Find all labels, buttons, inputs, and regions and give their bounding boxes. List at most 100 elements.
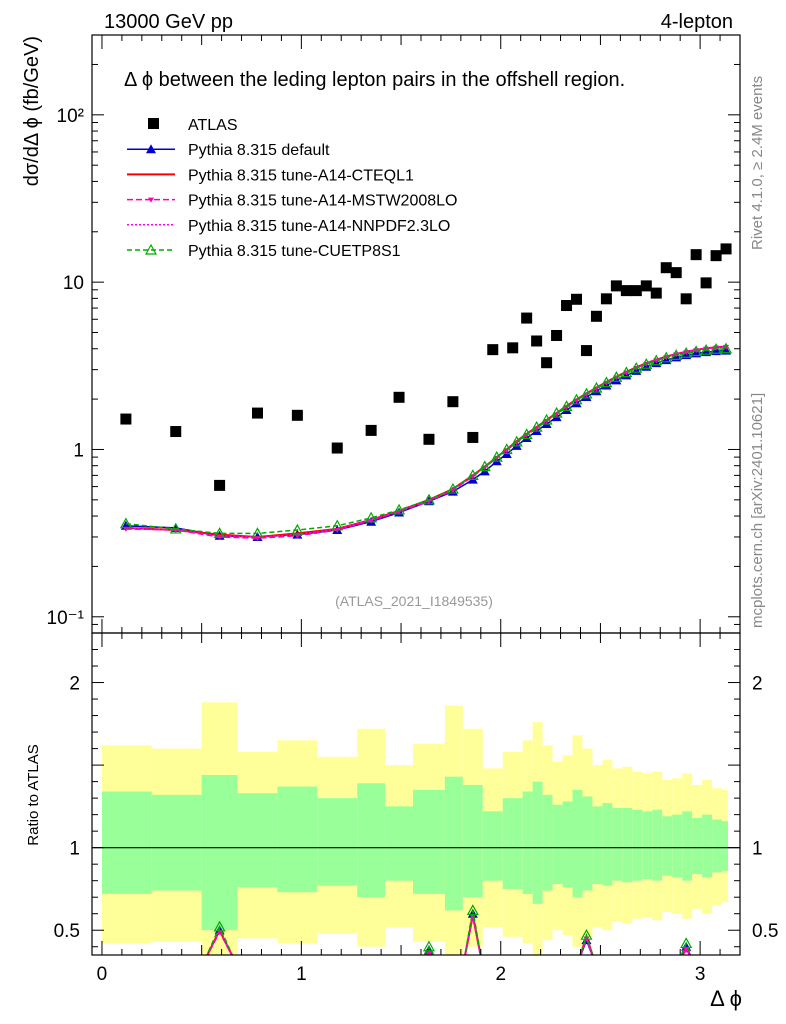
inner-band-bin — [522, 791, 533, 894]
atlas-data-point — [610, 280, 622, 292]
series-point-cuetp8s1 — [660, 351, 673, 363]
ratio-plot-frame — [91, 632, 741, 956]
series-point-cuetp8s1 — [490, 450, 503, 462]
atlas-data-point — [680, 293, 692, 305]
series-point-cuetp8s1 — [640, 358, 653, 369]
inner-band-bin — [552, 804, 563, 884]
series-point-cuetp8s1 — [600, 376, 613, 388]
ratio-point-cuetp8s1 — [213, 920, 226, 932]
series-point-cuetp8s1 — [119, 517, 132, 529]
atlas-data-point — [650, 287, 662, 299]
series-point-cuetp8s1 — [422, 493, 435, 505]
header-left-label: 13000 GeV pp — [104, 11, 233, 33]
atlas-data-point — [423, 433, 435, 445]
series-point-cuetp8s1 — [466, 469, 479, 480]
inner-band-bin — [682, 811, 693, 881]
header-right-label: 4-lepton — [661, 11, 733, 33]
atlas-data-point — [120, 413, 132, 425]
analysis-watermark: (ATLAS_2021_I1849535) — [335, 593, 493, 609]
atlas-data-point — [170, 426, 182, 438]
inner-band-bin — [201, 775, 238, 931]
legend-marker-cuetp8s1 — [144, 243, 158, 255]
atlas-data-point — [291, 409, 303, 421]
inner-band-bin — [385, 806, 414, 881]
series-point-mstw — [513, 440, 520, 446]
series-point-cuetp8s1 — [331, 519, 344, 531]
series-point-cuetp8s1 — [630, 361, 643, 373]
inner-band-bin — [317, 798, 358, 886]
inner-band-bin — [722, 821, 729, 871]
atlas-data-point — [521, 312, 533, 324]
ratio-tick-label-left: 0.5 — [54, 921, 80, 942]
inner-band-bin — [572, 789, 583, 898]
atlas-data-point — [531, 335, 543, 347]
series-point-cuetp8s1 — [580, 387, 593, 399]
inner-band-bin — [502, 798, 523, 889]
series-point-cuetp8s1 — [650, 354, 663, 366]
inner-band-bin — [482, 811, 503, 881]
legend-label-nnpdf: Pythia 8.315 tune-A14-NNPDF2.3LO — [188, 218, 450, 235]
y-tick-label: 10 — [63, 273, 84, 294]
mcplots-url-label: mcplots.cern.ch [arXiv:2401.10621] — [749, 393, 766, 628]
atlas-data-point — [710, 250, 722, 262]
inner-band-bin — [602, 803, 613, 886]
atlas-data-point — [720, 243, 732, 255]
series-point-cuetp8s1 — [560, 400, 573, 411]
series-point-cuetp8s1 — [690, 345, 703, 357]
series-point-cuetp8s1 — [720, 342, 733, 354]
y-tick-label: 10² — [57, 106, 84, 127]
x-axis-label: Δ ϕ — [710, 986, 742, 1011]
atlas-data-point — [571, 293, 583, 305]
series-point-cuetp8s1 — [550, 406, 563, 418]
inner-band-bin — [151, 794, 202, 891]
series-point-cuetp8s1 — [393, 503, 406, 515]
inner-band-bin — [692, 817, 703, 875]
ratio-point-cuetp8s1 — [580, 928, 593, 940]
ratio-point-cuetp8s1 — [466, 904, 479, 916]
legend-marker-default — [146, 144, 156, 154]
atlas-data-point — [214, 479, 226, 491]
series-point-cuetp8s1 — [365, 511, 378, 523]
inner-band-bin — [582, 796, 593, 891]
atlas-data-point — [700, 277, 712, 289]
series-point-cuetp8s1 — [169, 522, 182, 534]
legend-label-cteql1: Pythia 8.315 tune-A14-CTEQL1 — [188, 167, 414, 184]
ratio-line-cuetp8s1 — [206, 910, 692, 955]
atlas-data-point — [600, 293, 612, 305]
atlas-data-point — [630, 285, 642, 297]
series-point-cuetp8s1 — [530, 420, 543, 432]
main-y-axis-label: dσ/dΔ ϕ (fb/GeV) — [21, 36, 43, 186]
y-tick-label: 1 — [73, 440, 84, 461]
atlas-data-point — [541, 357, 553, 369]
inner-band-bin — [622, 808, 633, 883]
ratio-tick-label-left: 1 — [69, 839, 80, 860]
inner-band-bin — [592, 806, 603, 884]
atlas-data-point — [447, 396, 459, 408]
inner-band-bin — [562, 801, 573, 888]
series-point-cuetp8s1 — [520, 428, 533, 440]
series-point-cuetp8s1 — [446, 482, 459, 494]
ratio-point-mstw — [425, 951, 432, 955]
inner-band-bin — [542, 794, 553, 891]
ratio-point-cuetp8s1 — [422, 940, 435, 952]
ratio-curves — [206, 904, 693, 955]
legend-label-atlas: ATLAS — [188, 117, 238, 134]
series-point-cuetp8s1 — [610, 371, 623, 382]
inner-band-bin — [672, 814, 683, 878]
series-point-cuetp8s1 — [710, 343, 723, 354]
atlas-data-point — [487, 344, 499, 356]
x-tick-label: 2 — [495, 964, 506, 985]
series-point-cuetp8s1 — [590, 381, 603, 393]
ratio-uncertainty-bands — [92, 702, 740, 955]
ratio-point-cuetp8s1 — [680, 937, 693, 949]
series-point-mstw — [573, 398, 580, 404]
series-point-cuetp8s1 — [500, 443, 513, 455]
ratio-tick-label-left: 2 — [69, 674, 80, 695]
inner-band-bin — [357, 783, 386, 898]
series-point-cuetp8s1 — [540, 413, 553, 425]
atlas-data-point — [670, 267, 682, 279]
legend-label-cuetp8s1: Pythia 8.315 tune-CUETP8S1 — [188, 243, 401, 260]
legend-label-mstw: Pythia 8.315 tune-A14-MSTW2008LO — [188, 193, 457, 210]
atlas-data-point — [251, 407, 263, 419]
series-point-cuetp8s1 — [670, 349, 683, 360]
